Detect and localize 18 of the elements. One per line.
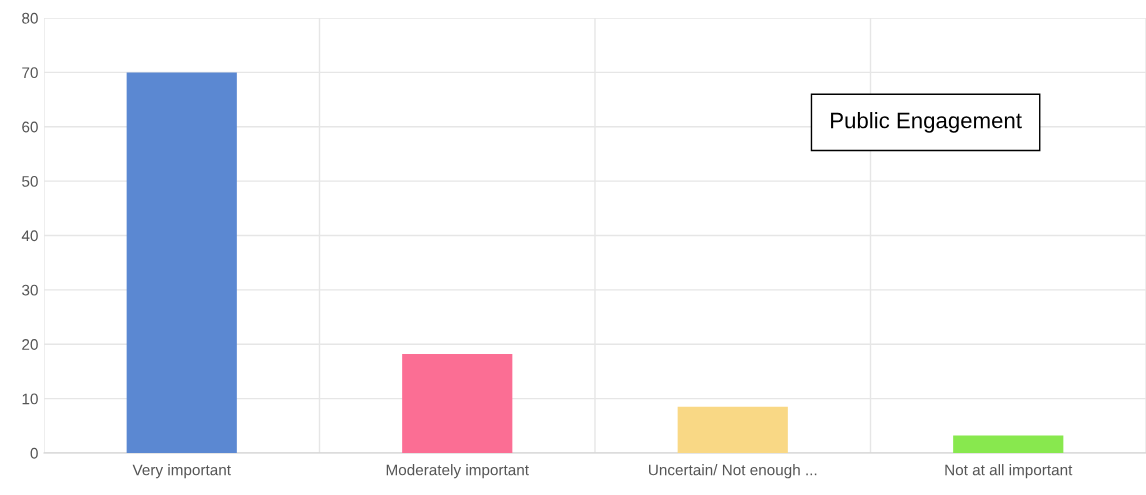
y-tick-label: 80: [22, 12, 38, 24]
x-tick-label: Not at all important: [945, 464, 1073, 479]
y-tick-label: 50: [22, 175, 38, 187]
bar: [402, 354, 513, 453]
y-tick-label: 40: [21, 230, 38, 242]
y-tick-label: 30: [22, 284, 38, 296]
y-tick-label: 20: [22, 339, 38, 350]
y-tick-label: 70: [22, 67, 38, 79]
y-tick-label: 60: [22, 121, 38, 133]
bar: [126, 72, 237, 453]
bar: [677, 406, 788, 453]
x-tick-label: Uncertain/ Not enough ...: [649, 464, 817, 479]
y-tick-label: 10: [22, 393, 38, 405]
bar: [953, 435, 1064, 453]
y-tick-label: 0: [30, 447, 38, 459]
x-tick-label: Very important: [132, 464, 231, 479]
text: Public Engagement: [831, 112, 1022, 133]
x-tick-label: Moderately important: [386, 464, 529, 479]
